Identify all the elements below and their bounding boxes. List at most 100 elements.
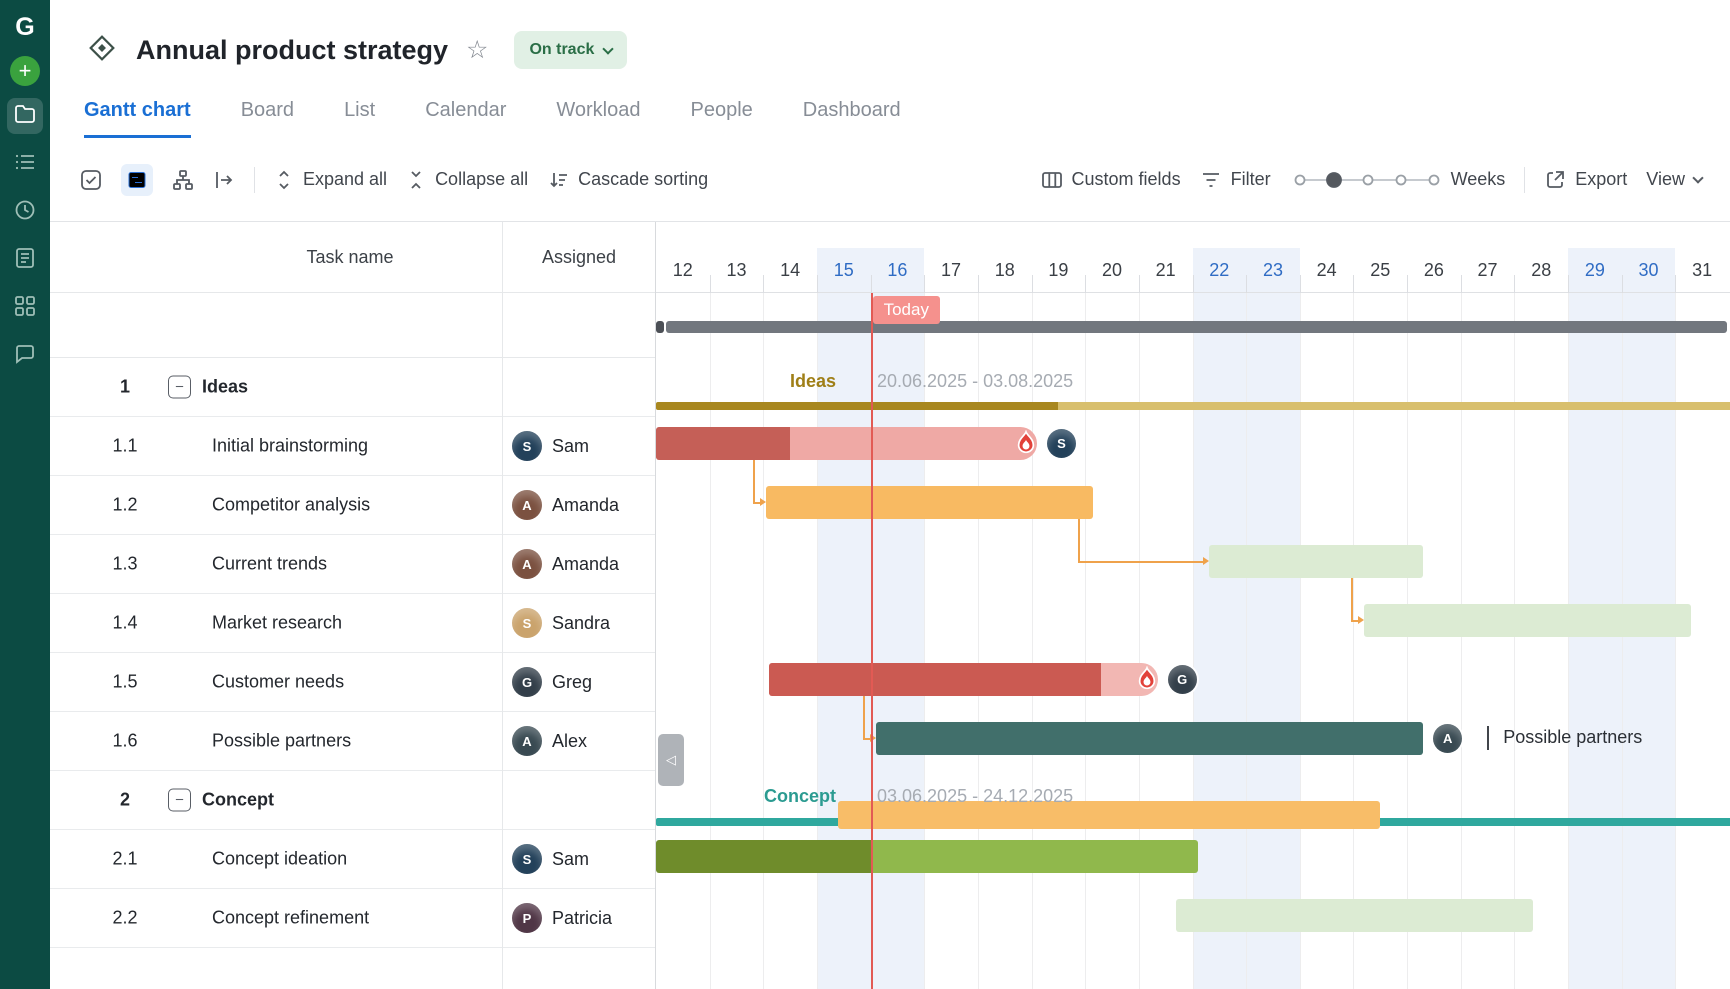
task-bar[interactable] bbox=[1364, 604, 1692, 637]
task-name[interactable]: Current trends bbox=[212, 553, 328, 574]
assignee-cell[interactable]: G Greg bbox=[512, 667, 592, 697]
task-bar[interactable] bbox=[875, 722, 1424, 755]
tab-calendar[interactable]: Calendar bbox=[425, 99, 507, 121]
group-bar-ideas[interactable] bbox=[656, 402, 1730, 410]
table-row[interactable]: 1.3 Current trends A Amanda bbox=[50, 535, 655, 594]
timeline-day-label[interactable]: 12 bbox=[672, 260, 693, 280]
timeline-day-label[interactable]: 18 bbox=[994, 260, 1015, 280]
timeline-day-label[interactable]: 20 bbox=[1101, 260, 1123, 280]
task-name[interactable]: Possible partners bbox=[212, 730, 352, 751]
assignee-cell[interactable]: A Alex bbox=[512, 726, 587, 756]
assignee-cell[interactable]: A Amanda bbox=[512, 549, 619, 579]
zoom-slider[interactable]: Weeks bbox=[1290, 168, 1505, 192]
sidebar-item-projects[interactable] bbox=[7, 98, 43, 134]
assignee-cell[interactable]: S Sam bbox=[512, 431, 589, 461]
timeline-day-label[interactable]: 22 bbox=[1209, 260, 1230, 280]
timeline-day-label[interactable]: 23 bbox=[1262, 260, 1283, 280]
assignee-cell[interactable]: A Amanda bbox=[512, 490, 619, 520]
task-name[interactable]: Ideas bbox=[202, 376, 249, 397]
timeline-day-label[interactable]: 25 bbox=[1370, 260, 1391, 280]
task-bar[interactable] bbox=[1208, 545, 1424, 578]
cascade-sorting-button[interactable]: Cascade sorting bbox=[547, 169, 708, 191]
tab-dashboard[interactable]: Dashboard bbox=[802, 99, 901, 121]
assignee-cell[interactable]: S Sam bbox=[512, 844, 589, 874]
gantt-horizontal-scrollbar[interactable] bbox=[666, 321, 1727, 333]
timeline-day-label[interactable]: 13 bbox=[726, 260, 747, 280]
task-bar[interactable] bbox=[656, 840, 1198, 873]
sidebar-item-apps[interactable] bbox=[7, 290, 43, 326]
task-name[interactable]: Concept ideation bbox=[212, 848, 348, 869]
sidebar-item-tasks[interactable] bbox=[7, 146, 43, 182]
timeline-day-label[interactable]: 21 bbox=[1155, 260, 1176, 280]
bar-assignee-avatar: G bbox=[1167, 665, 1197, 694]
gantt-chart[interactable]: 12 13 14 15 16 17 18 19 20 21 22 23 24 25 26 27 28 29 30 31… bbox=[656, 222, 1730, 989]
gantt-view-toggle[interactable] bbox=[121, 163, 153, 196]
collapse-group-button[interactable]: − bbox=[168, 788, 191, 812]
sidebar-item-history[interactable] bbox=[7, 194, 43, 230]
task-name[interactable]: Competitor analysis bbox=[212, 494, 371, 515]
timeline-day-label[interactable]: 19 bbox=[1048, 260, 1069, 280]
task-bar-segment bbox=[656, 840, 874, 873]
custom-fields-button[interactable]: Custom fields bbox=[1041, 169, 1181, 191]
tab-list[interactable]: List bbox=[344, 99, 376, 121]
task-bar[interactable] bbox=[768, 663, 1158, 696]
table-row[interactable]: 1.5 Customer needs G Greg bbox=[50, 653, 655, 712]
task-bar[interactable] bbox=[1176, 899, 1534, 932]
tab-workload[interactable]: Workload bbox=[556, 99, 641, 121]
export-button[interactable]: Export bbox=[1544, 169, 1627, 191]
sidebar-item-chat[interactable] bbox=[7, 338, 43, 374]
timeline-day-label[interactable]: 29 bbox=[1584, 260, 1605, 280]
timeline-tick bbox=[709, 275, 711, 293]
status-badge[interactable]: On track bbox=[514, 31, 628, 69]
collapse-group-button[interactable]: − bbox=[168, 375, 191, 399]
add-new-button[interactable]: + bbox=[10, 56, 40, 86]
day-gridline bbox=[1568, 293, 1570, 989]
expand-all-button[interactable]: Expand all bbox=[274, 169, 387, 191]
task-bar[interactable] bbox=[656, 427, 1037, 460]
timeline-day-label[interactable]: 24 bbox=[1316, 260, 1337, 280]
assignee-cell[interactable]: S Sandra bbox=[512, 608, 610, 638]
task-name[interactable]: Concept bbox=[202, 789, 274, 810]
tab-people[interactable]: People bbox=[690, 99, 753, 121]
task-name[interactable]: Initial brainstorming bbox=[212, 435, 369, 456]
timeline-day-label[interactable]: 30 bbox=[1638, 260, 1659, 280]
timeline-day-label[interactable]: 28 bbox=[1531, 260, 1552, 280]
view-button[interactable]: View bbox=[1646, 169, 1704, 190]
scrollbar-handle[interactable] bbox=[656, 321, 664, 333]
table-row[interactable]: 1.6 Possible partners A Alex bbox=[50, 712, 655, 771]
table-row[interactable]: 2.2 Concept refinement P Patricia bbox=[50, 889, 655, 948]
task-bar[interactable] bbox=[838, 801, 1381, 829]
task-name[interactable]: Concept refinement bbox=[212, 907, 370, 928]
hierarchy-toggle[interactable] bbox=[172, 169, 194, 191]
table-row[interactable]: 2.1 Concept ideation S Sam bbox=[50, 830, 655, 889]
timeline-day-label[interactable]: 16 bbox=[887, 260, 908, 280]
timeline-day-label[interactable]: 14 bbox=[780, 260, 801, 280]
column-header-task-name[interactable]: Task name bbox=[306, 247, 394, 267]
table-row[interactable]: 1.1 Initial brainstorming S Sam bbox=[50, 417, 655, 476]
sidebar-item-reports[interactable] bbox=[7, 242, 43, 278]
table-row[interactable]: 1.2 Competitor analysis A Amanda bbox=[50, 476, 655, 535]
bulk-select-button[interactable] bbox=[80, 169, 102, 191]
favorite-star-icon[interactable]: ☆ bbox=[466, 36, 489, 64]
timeline-day-label[interactable]: 27 bbox=[1477, 260, 1498, 280]
indent-toggle[interactable] bbox=[213, 169, 235, 191]
tab-board[interactable]: Board bbox=[240, 99, 295, 121]
task-name[interactable]: Market research bbox=[212, 612, 343, 633]
filter-button[interactable]: Filter bbox=[1200, 169, 1271, 191]
column-header-assigned[interactable]: Assigned bbox=[541, 247, 617, 267]
task-name[interactable]: Customer needs bbox=[212, 671, 345, 692]
tab-gantt-chart[interactable]: Gantt chart bbox=[84, 99, 191, 138]
app-logo[interactable]: G bbox=[15, 12, 35, 41]
chevron-down-icon bbox=[1692, 171, 1704, 184]
table-row[interactable]: 1.4 Market research S Sandra bbox=[50, 594, 655, 653]
collapse-all-button[interactable]: Collapse all bbox=[406, 169, 528, 191]
timeline-day-label[interactable]: 26 bbox=[1423, 260, 1444, 280]
hide-table-handle[interactable]: ◁ bbox=[658, 734, 684, 786]
timeline-day-label[interactable]: 31 bbox=[1692, 260, 1713, 280]
task-bar[interactable] bbox=[765, 486, 1094, 519]
timeline-day-label[interactable]: 15 bbox=[833, 260, 854, 280]
table-row[interactable]: 1 − Ideas bbox=[50, 358, 655, 417]
table-row[interactable]: 2 − Concept bbox=[50, 771, 655, 830]
timeline-day-label[interactable]: 17 bbox=[941, 260, 962, 280]
assignee-cell[interactable]: P Patricia bbox=[512, 903, 612, 933]
